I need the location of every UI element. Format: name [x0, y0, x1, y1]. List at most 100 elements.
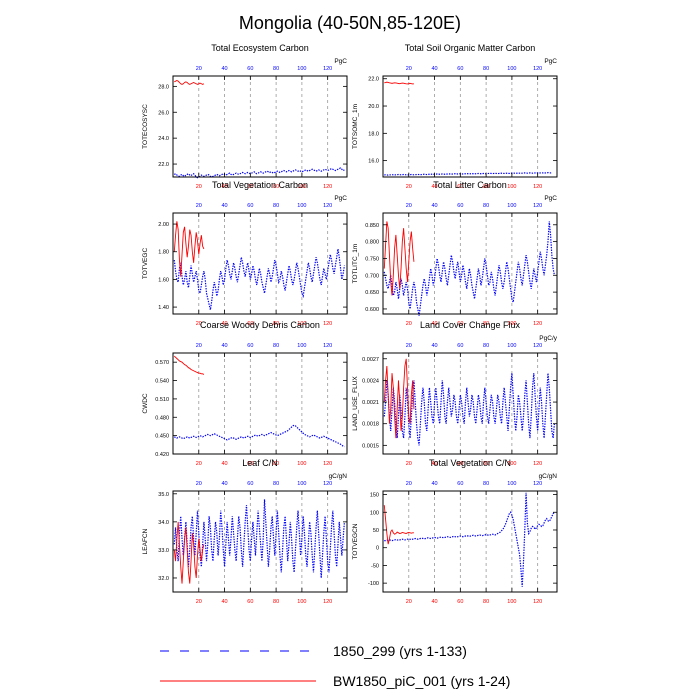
panel-title: Total Vegetation C/N	[429, 458, 511, 468]
y-tick-label: 34.0	[158, 520, 169, 526]
x-tick-label-top: 100	[297, 343, 306, 349]
x-tick-label-top: 100	[507, 66, 516, 72]
x-tick-label-bottom: 80	[483, 321, 489, 327]
series-line-1850-299	[384, 172, 552, 176]
x-tick-label-bottom: 80	[273, 321, 279, 327]
plot-frame	[172, 490, 348, 593]
y-tick-label: 1.60	[158, 277, 169, 283]
unit-label: gC/gN	[539, 473, 558, 480]
y-tick-label: 24.0	[158, 136, 169, 142]
y-tick-label: 0.540	[155, 379, 169, 385]
plot-frame	[382, 212, 558, 315]
x-tick-label-top: 40	[221, 481, 227, 487]
x-tick-label-bottom: 80	[273, 184, 279, 190]
y-tick-label: 16.0	[368, 159, 379, 165]
y-tick-label: 0.0015	[362, 443, 379, 449]
plot-frame	[382, 352, 558, 455]
series-line-bw1850-pic-001	[384, 81, 414, 85]
x-tick-label-top: 20	[196, 343, 202, 349]
x-tick-label-top: 120	[533, 203, 542, 209]
x-tick-label-top: 20	[196, 481, 202, 487]
series-line-1850-299	[383, 373, 556, 446]
y-tick-label: 28.0	[158, 84, 169, 90]
unit-label: PgC	[334, 58, 347, 65]
y-tick-label: -50	[371, 563, 379, 569]
x-tick-label-top: 80	[273, 481, 279, 487]
series-line-bw1850-pic-001	[173, 355, 205, 375]
x-tick-label-bottom: 80	[273, 461, 279, 467]
y-tick-label: 0.510	[155, 397, 169, 403]
series-line-1850-299	[384, 492, 555, 587]
x-tick-label-bottom: 60	[247, 461, 253, 467]
x-tick-label-top: 20	[196, 66, 202, 72]
x-tick-label-bottom: 40	[221, 599, 227, 605]
x-tick-label-top: 40	[431, 203, 437, 209]
x-tick-label-top: 120	[533, 481, 542, 487]
x-tick-label-bottom: 40	[221, 184, 227, 190]
series-line-bw1850-pic-001	[383, 505, 414, 545]
y-tick-label: 1.80	[158, 250, 169, 256]
panel-title: Total Soil Organic Matter Carbon	[405, 43, 536, 53]
series-line-1850-299	[173, 499, 346, 579]
x-tick-label-bottom: 40	[431, 321, 437, 327]
x-tick-label-top: 20	[406, 481, 412, 487]
y-tick-label: 0.450	[155, 434, 169, 440]
x-tick-label-top: 100	[297, 203, 306, 209]
y-tick-label: 0.800	[365, 240, 379, 246]
x-tick-label-top: 60	[247, 343, 253, 349]
y-tick-label: 0	[376, 546, 379, 552]
x-tick-label-top: 120	[323, 343, 332, 349]
y-axis-label: TOTLITC_1m	[352, 244, 359, 284]
unit-label: gC/gN	[329, 473, 348, 480]
x-tick-label-top: 20	[406, 203, 412, 209]
x-tick-label-bottom: 60	[247, 321, 253, 327]
legend-label-bw1850-pic-001: BW1850_piC_001 (yrs 1-24)	[333, 673, 510, 689]
series-line-1850-299	[383, 221, 556, 316]
y-axis-label: TOTECOSYSC	[142, 104, 149, 149]
series-line-1850-299	[174, 167, 345, 179]
y-tick-label: 0.650	[365, 290, 379, 296]
panel-title: Total Litter Carbon	[433, 180, 507, 190]
x-tick-label-top: 40	[221, 203, 227, 209]
unit-label: PgC	[544, 58, 557, 65]
y-tick-label: 33.0	[158, 548, 169, 554]
panel-total-vegetation-c-n: Total Vegetation C/N 150 100 50 0 -50 -100 20 20…	[352, 458, 558, 605]
series-line-bw1850-pic-001	[383, 221, 415, 296]
x-tick-label-top: 60	[457, 203, 463, 209]
x-tick-label-bottom: 20	[406, 599, 412, 605]
y-axis-label: TOTVEGCN	[352, 523, 359, 559]
y-tick-label: 0.420	[155, 452, 169, 458]
y-axis-label: LEAFCN	[142, 528, 149, 554]
x-tick-label-top: 80	[483, 343, 489, 349]
panel-total-vegetation-carbon: Total Vegetation Carbon 2.00 1.80 1.60 1.40 2…	[142, 180, 348, 327]
series-line-bw1850-pic-001	[383, 358, 415, 439]
unit-label: PgC	[334, 195, 347, 202]
x-tick-label-bottom: 120	[323, 599, 332, 605]
x-tick-label-bottom: 100	[297, 599, 306, 605]
x-tick-label-top: 40	[431, 481, 437, 487]
legend-label-1850-299: 1850_299 (yrs 1-133)	[333, 643, 467, 659]
x-tick-label-top: 80	[273, 203, 279, 209]
x-tick-label-top: 80	[483, 481, 489, 487]
y-tick-label: 18.0	[368, 131, 379, 137]
x-tick-label-bottom: 60	[457, 184, 463, 190]
x-tick-label-bottom: 100	[507, 461, 516, 467]
y-tick-label: 0.0018	[362, 422, 379, 428]
plot-frame	[172, 352, 348, 455]
panel-land-cover-change-flux: Land Cover Change Flux 0.0027 0.0024 0.0021…	[352, 320, 558, 467]
x-tick-label-top: 80	[273, 343, 279, 349]
x-tick-label-bottom: 120	[323, 321, 332, 327]
x-tick-label-top: 40	[221, 343, 227, 349]
x-tick-label-bottom: 100	[297, 184, 306, 190]
x-tick-label-bottom: 20	[196, 599, 202, 605]
x-tick-label-top: 60	[247, 481, 253, 487]
x-tick-label-top: 60	[457, 343, 463, 349]
y-tick-label: 0.570	[155, 360, 169, 366]
x-tick-label-top: 80	[483, 66, 489, 72]
panel-title: Total Vegetation Carbon	[212, 180, 308, 190]
x-tick-label-top: 80	[483, 203, 489, 209]
panel-title: Total Ecosystem Carbon	[211, 43, 309, 53]
x-tick-label-top: 40	[221, 66, 227, 72]
x-tick-label-top: 60	[247, 66, 253, 72]
